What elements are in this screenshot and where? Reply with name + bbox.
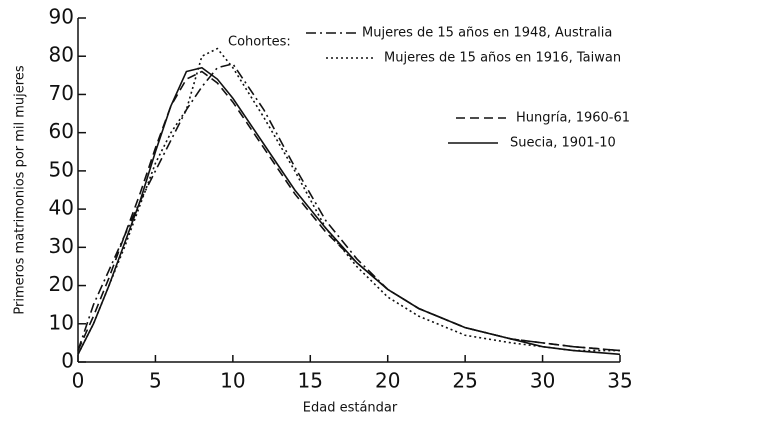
y-tick-label: 0 xyxy=(61,349,74,373)
x-tick-label: 5 xyxy=(149,369,162,393)
y-tick-label: 90 xyxy=(49,5,74,29)
x-axis-label: Edad estándar xyxy=(303,401,398,416)
x-tick-label: 35 xyxy=(607,369,632,393)
line-series xyxy=(77,47,620,355)
line-series xyxy=(77,62,621,352)
x-tick-label: 15 xyxy=(298,369,323,393)
legend-label: Mujeres de 15 años en 1948, Australia xyxy=(362,26,612,41)
y-axis-label: Primeros matrimonios por mil mujeres xyxy=(13,65,28,314)
x-tick-label: 10 xyxy=(220,369,245,393)
y-tick-label: 10 xyxy=(49,310,74,334)
legend-label: Mujeres de 15 años en 1916, Taiwan xyxy=(384,51,621,66)
legend-title: Cohortes: xyxy=(228,35,291,50)
y-tick-label: 60 xyxy=(49,119,74,143)
y-tick-label: 50 xyxy=(49,157,74,181)
legend-label: Hungría, 1960-61 xyxy=(516,111,630,126)
y-tick-label: 20 xyxy=(49,272,74,296)
x-tick-label: 30 xyxy=(530,369,555,393)
line-series xyxy=(77,66,621,356)
x-tick-label: 25 xyxy=(452,369,477,393)
y-tick-label: 70 xyxy=(49,81,74,105)
y-tick-label: 80 xyxy=(49,43,74,67)
legend-label: Suecia, 1901-10 xyxy=(510,136,616,151)
y-tick-label: 40 xyxy=(49,196,74,220)
x-tick-label: 20 xyxy=(375,369,400,393)
y-tick-label: 30 xyxy=(49,234,74,258)
x-tick-label: 0 xyxy=(72,369,85,393)
